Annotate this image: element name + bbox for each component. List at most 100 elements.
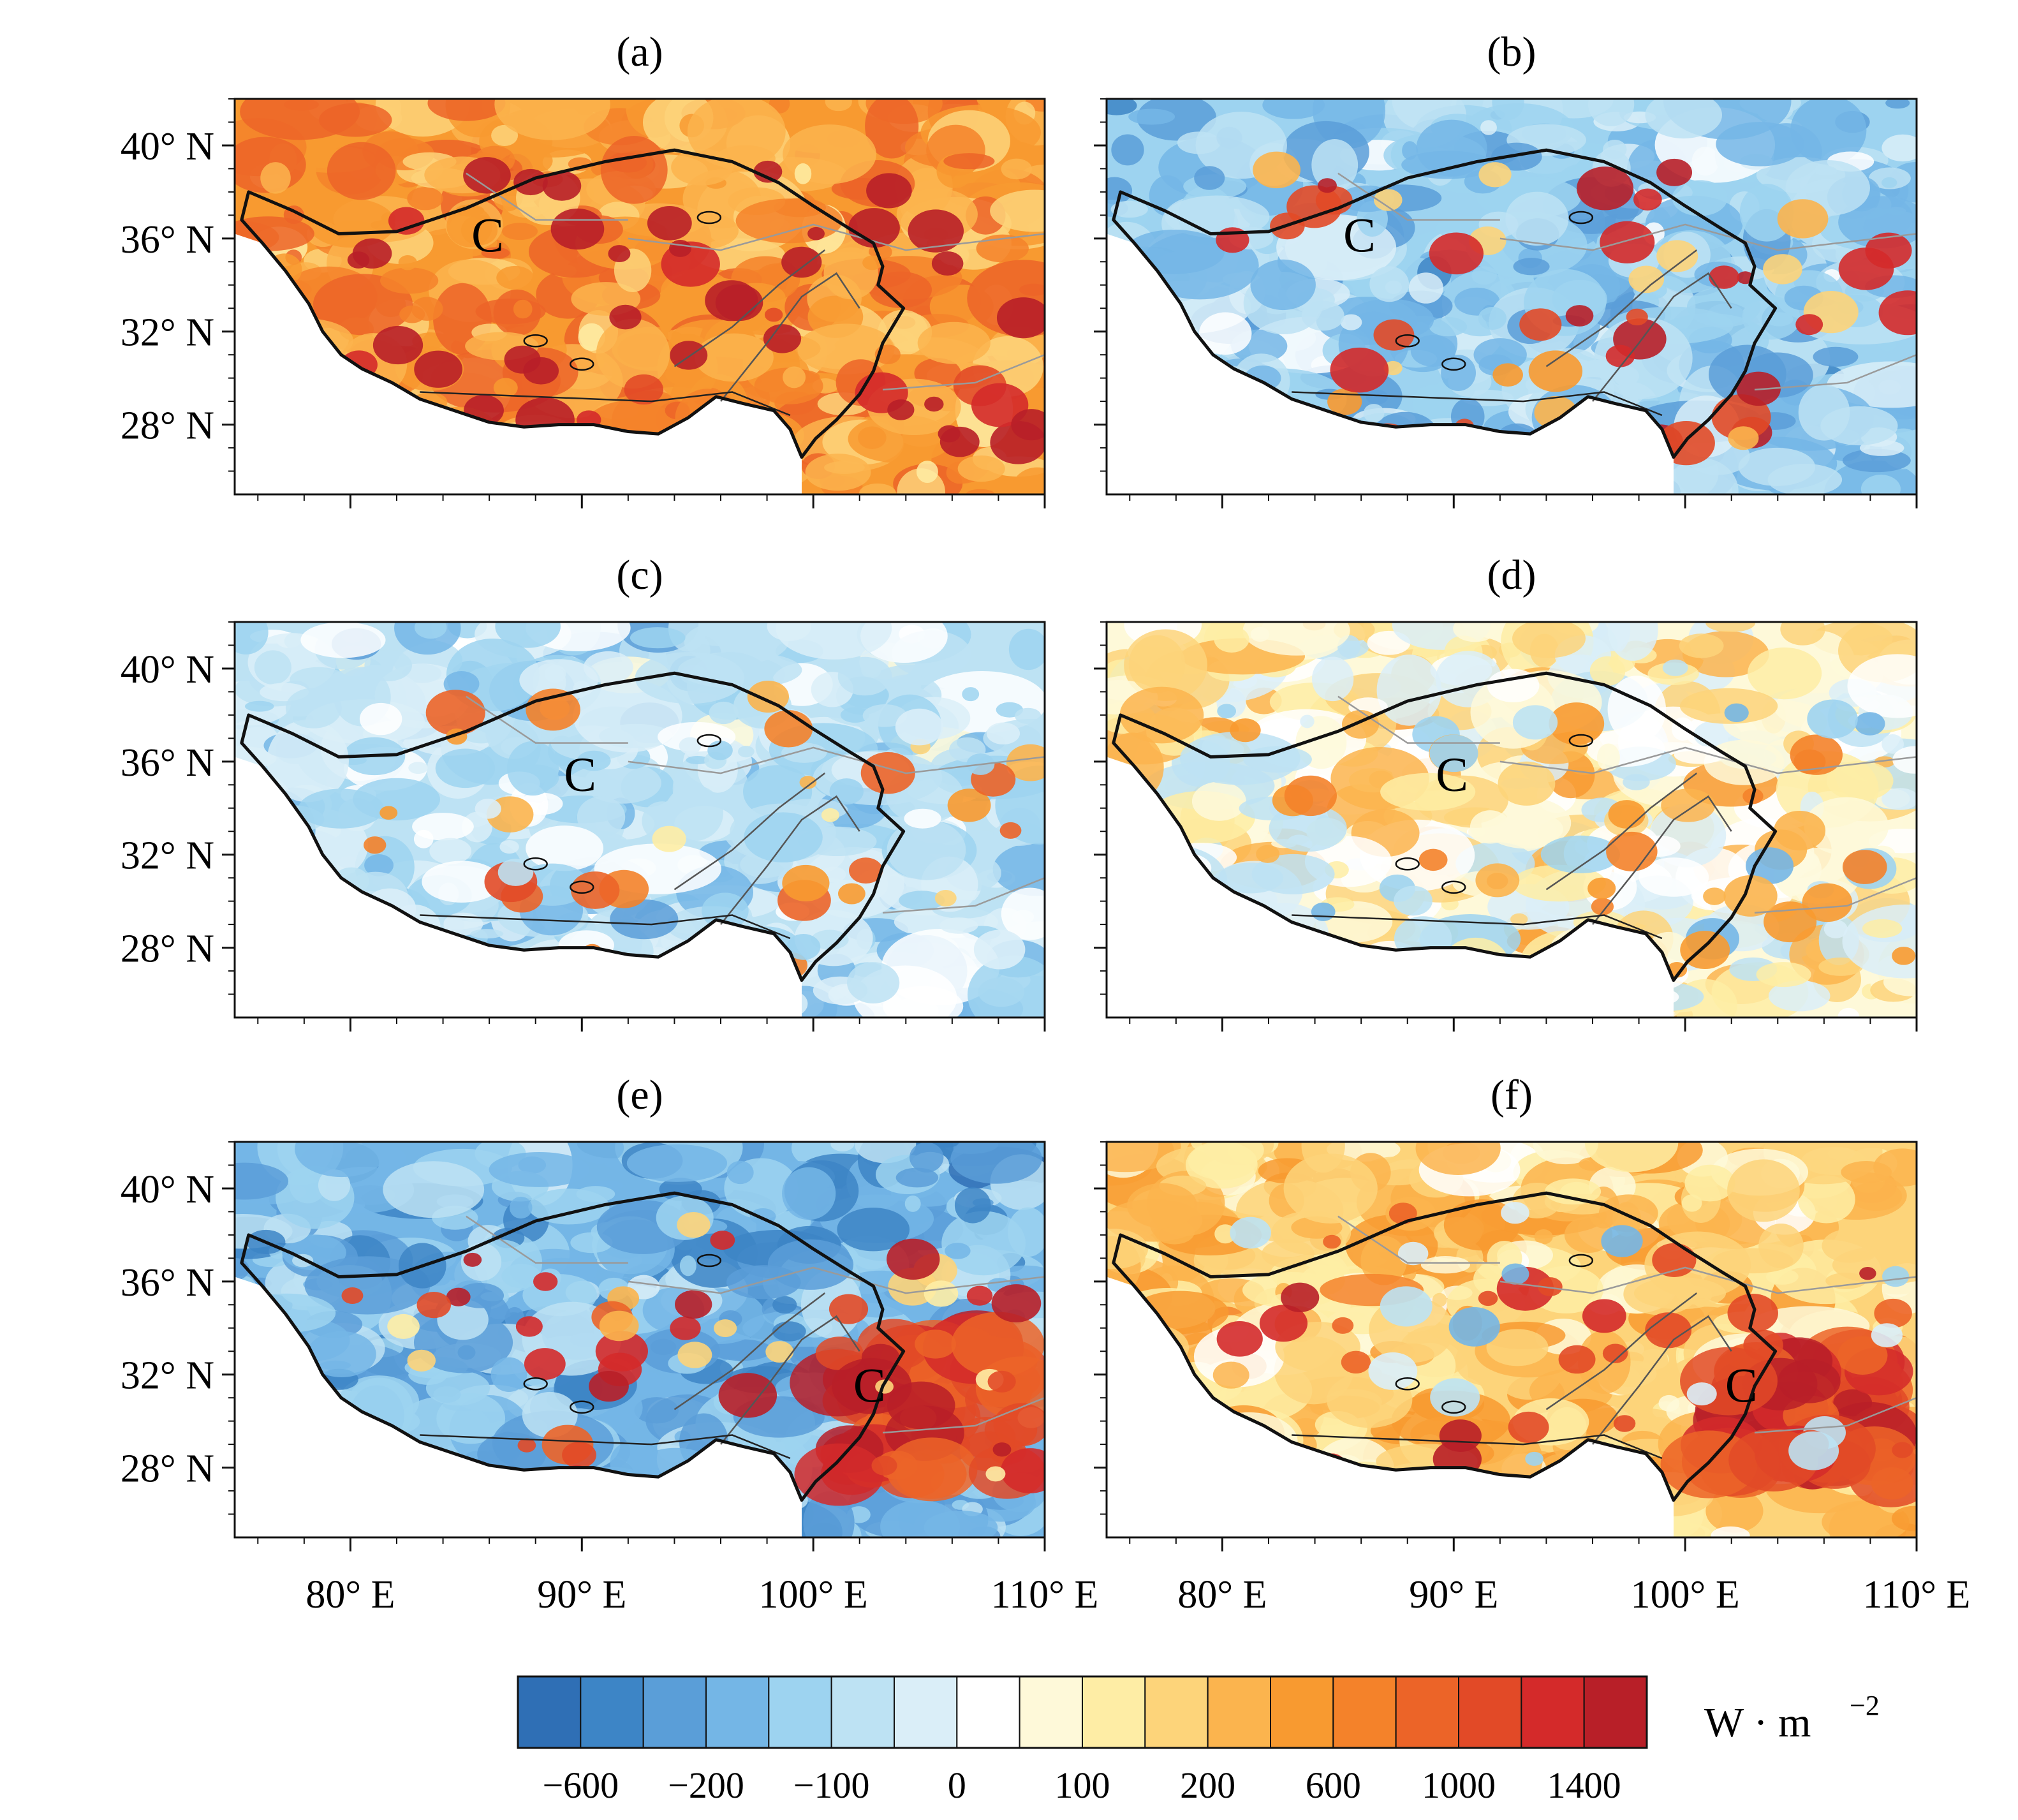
lon-tick-label: 100° E [759, 1573, 868, 1617]
panel-title: (c) [616, 552, 663, 598]
map-frame [1105, 621, 1918, 1019]
lon-tick-label: 80° E [1177, 1573, 1267, 1617]
colorbar-label: 1000 [1422, 1765, 1496, 1806]
map-field [235, 1142, 1045, 1537]
river-line [1592, 795, 1732, 925]
colorbar-label: 100 [1055, 1765, 1110, 1806]
river-line [720, 795, 860, 925]
river-line [674, 773, 826, 891]
river-line [1545, 1292, 1698, 1410]
province-boundary [1754, 354, 1917, 391]
river-line [674, 249, 826, 367]
plateau-boundary [240, 671, 906, 982]
lake-outline [1568, 211, 1594, 225]
province-boundary [1337, 172, 1500, 221]
map-panel-e: 40° N 36° N 32° N 28° N 80° E 90° E 100° E 110°… [121, 1072, 1099, 1617]
province-boundary [882, 354, 1045, 391]
lake-outline [1441, 1400, 1466, 1414]
river-line [720, 272, 860, 402]
lat-tick-label: 28° N [121, 928, 214, 971]
cyclone-center-label: C [564, 748, 596, 802]
panel-title: (a) [616, 29, 663, 75]
colorbar-segment [1207, 1676, 1271, 1749]
colorbar-segment [1458, 1676, 1522, 1749]
province-boundary [1754, 1397, 1917, 1434]
outside-domain-mask [235, 1276, 802, 1537]
colorbar: −600 −200 −100 0 100 200 600 1000 1400 W · m −2 [517, 1675, 1880, 1806]
province-boundary [882, 1397, 1045, 1434]
colorbar-segment [705, 1676, 770, 1749]
colorbar-label: 600 [1306, 1765, 1361, 1806]
province-boundary [466, 695, 628, 744]
colorbar-label: −100 [793, 1765, 870, 1806]
lake-outline [1568, 734, 1594, 748]
lake-outline [1441, 357, 1466, 371]
province-boundary [1499, 223, 1917, 251]
colorbar-segment [1270, 1676, 1334, 1749]
lat-tick-label: 28° N [121, 404, 214, 448]
map-field [235, 622, 1045, 1017]
province-boundary [1337, 695, 1500, 744]
colorbar-frame [517, 1675, 1648, 1749]
lon-tick-label: 100° E [1631, 1573, 1740, 1617]
lon-tick-label: 90° E [537, 1573, 626, 1617]
outside-domain-mask [1107, 757, 1674, 1017]
lake-outline [570, 880, 594, 894]
outside-domain-mask [1107, 233, 1674, 494]
plateau-boundary [240, 148, 906, 459]
lat-tick-label: 40° N [121, 125, 214, 168]
map-panel-c: 40° N 36° N 32° N 28° N (c) C [121, 552, 1046, 1032]
river-line [1545, 249, 1698, 367]
lat-tick-label: 40° N [121, 1168, 214, 1211]
map-panel-a: 40° N 36° N 32° N 28° N (a) C [121, 29, 1046, 508]
lon-tick-label: 80° E [306, 1573, 395, 1617]
colorbar-label: −200 [668, 1765, 744, 1806]
cyclone-center-label: C [471, 209, 504, 263]
lat-tick-label: 36° N [121, 741, 214, 785]
province-boundary [466, 172, 628, 221]
colorbar-segment [894, 1676, 958, 1749]
river-line [1545, 773, 1698, 891]
colorbar-label: 200 [1180, 1765, 1235, 1806]
panel-title: (d) [1487, 552, 1536, 598]
lat-tick-label: 32° N [121, 1354, 214, 1398]
colorbar-segment [830, 1676, 895, 1749]
map-frame [1105, 98, 1918, 496]
map-frame [233, 1141, 1046, 1539]
lat-tick-label: 36° N [121, 1261, 214, 1305]
outside-domain-mask [235, 233, 802, 494]
colorbar-segment [1019, 1676, 1083, 1749]
cyclone-center-label: C [1436, 748, 1468, 802]
province-boundary [1337, 1215, 1500, 1264]
colorbar-label: 1400 [1547, 1765, 1621, 1806]
panel-title: (e) [616, 1072, 663, 1118]
lake-outline [1395, 857, 1420, 871]
province-boundary [1499, 1266, 1917, 1294]
map-field [1107, 1142, 1917, 1537]
map-field [1107, 622, 1917, 1017]
colorbar-label: −600 [542, 1765, 619, 1806]
colorbar-segment [1583, 1676, 1648, 1749]
outside-domain-mask [235, 757, 802, 1017]
panel-title: (f) [1491, 1072, 1533, 1118]
river-line [1292, 391, 1663, 417]
lake-outline [570, 357, 594, 371]
river-line [420, 914, 791, 940]
lon-tick-label: 110° E [991, 1573, 1099, 1617]
lake-outline [1395, 1377, 1420, 1391]
lake-outline [523, 857, 548, 871]
province-boundary [628, 223, 1045, 251]
province-boundary [882, 877, 1045, 914]
province-boundary [1754, 877, 1917, 914]
colorbar-segment [642, 1676, 707, 1749]
colorbar-unit: W · m [1704, 1699, 1811, 1746]
lake-outline [1441, 880, 1466, 894]
colorbar-segment [580, 1676, 644, 1749]
lake-outline [570, 1400, 594, 1414]
lake-outline [523, 1377, 548, 1391]
lat-tick-label: 32° N [121, 311, 214, 355]
colorbar-segment [956, 1676, 1020, 1749]
river-line [1292, 1434, 1663, 1460]
river-line [1292, 914, 1663, 940]
colorbar-segment [768, 1676, 832, 1749]
